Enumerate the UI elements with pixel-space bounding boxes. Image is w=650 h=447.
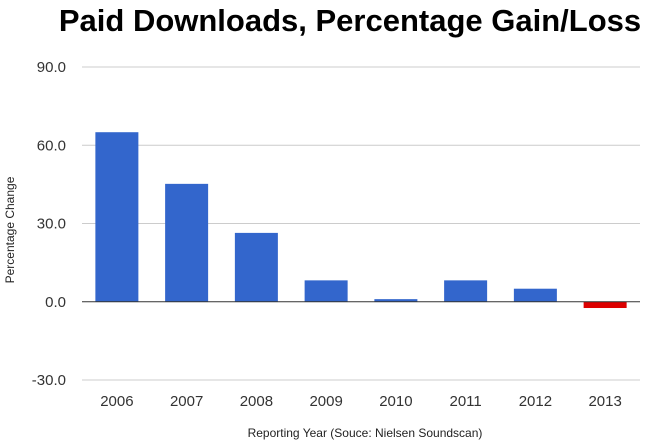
y-tick-label: 0.0 [45, 294, 66, 311]
y-tick-label: 90.0 [37, 59, 66, 76]
bar-2012 [513, 288, 557, 302]
y-tick-label: 30.0 [37, 216, 66, 233]
y-axis-label: Percentage Change [3, 176, 17, 283]
bar-2008 [234, 232, 278, 302]
bars [95, 132, 627, 309]
y-axis-ticks: 90.0 60.0 30.0 0.0 -30.0 [32, 59, 66, 389]
bar-2009 [304, 280, 348, 302]
bar-2007 [165, 183, 209, 302]
x-tick-label: 2010 [379, 393, 412, 410]
chart-title: Paid Downloads, Percentage Gain/Loss [59, 3, 641, 38]
bar-2013 [583, 301, 627, 309]
bar-2006 [95, 132, 139, 302]
y-tick-label: 60.0 [37, 137, 66, 154]
y-tick-label: -30.0 [32, 372, 66, 389]
x-tick-label: 2008 [240, 393, 273, 410]
x-tick-label: 2013 [588, 393, 621, 410]
x-tick-label: 2009 [309, 393, 342, 410]
x-axis-label: Reporting Year (Souce: Nielsen Soundscan… [248, 426, 483, 440]
x-tick-label: 2011 [449, 393, 481, 410]
bar-2010 [374, 299, 418, 302]
bar-2011 [444, 280, 488, 302]
x-tick-label: 2007 [170, 393, 203, 410]
x-tick-label: 2012 [519, 393, 552, 410]
x-tick-label: 2006 [100, 393, 133, 410]
x-axis-ticks: 2006 2007 2008 2009 2010 2011 2012 2013 [100, 393, 622, 410]
